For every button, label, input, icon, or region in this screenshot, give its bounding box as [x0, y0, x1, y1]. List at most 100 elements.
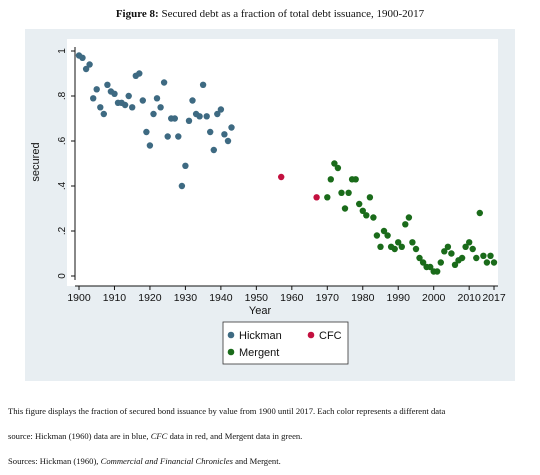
caption-line-2-end: data in red, and Mergent data in green. [167, 431, 303, 441]
x-tick-label: 1960 [280, 292, 304, 304]
legend-marker-mergent [227, 348, 235, 356]
caption-sources-end: and Mergent. [232, 456, 281, 466]
x-tick-label: 1930 [174, 292, 198, 304]
y-tick-label: 1 [57, 48, 68, 54]
figure-title-text: Secured debt as a fraction of total debt… [161, 8, 425, 20]
x-tick-label: 1920 [138, 292, 162, 304]
y-tick-label: .4 [57, 181, 68, 190]
legend-label-hickman: Hickman [239, 330, 282, 342]
point-mergent [444, 243, 452, 250]
point-mergent [377, 243, 384, 250]
x-tick-label: 2017 [482, 292, 506, 304]
point-hickman [207, 128, 214, 136]
point-mergent [427, 263, 434, 271]
figure-title: Figure 8: Secured debt as a fraction of … [0, 8, 540, 20]
point-mergent [366, 194, 374, 201]
point-mergent [490, 259, 498, 266]
caption-sources-start: Sources: Hickman (1960), [8, 456, 101, 466]
point-hickman [93, 86, 100, 93]
data-points [75, 52, 498, 275]
point-mergent [341, 205, 349, 212]
point-mergent [466, 239, 473, 246]
y-tick-label: 0 [57, 273, 68, 279]
point-mergent [363, 212, 370, 219]
legend-marker-cfc [307, 331, 315, 339]
point-mergent [483, 259, 491, 266]
point-mergent [405, 214, 413, 221]
point-hickman [196, 113, 203, 120]
point-mergent [324, 194, 331, 201]
x-tick-label: 1970 [316, 292, 340, 304]
point-mergent [480, 252, 487, 259]
point-mergent [487, 252, 494, 259]
point-hickman [210, 146, 217, 154]
point-hickman [90, 95, 97, 102]
point-mergent [419, 259, 427, 266]
point-mergent [402, 221, 409, 228]
point-hickman [228, 124, 235, 131]
point-mergent [437, 259, 444, 266]
x-axis: 1900 1910 1920 1930 1940 1950 1960 1970 1980 1990… [67, 285, 506, 304]
caption-sources-journal: Commercial and Financial Chronicles [100, 456, 233, 466]
point-cfc [278, 173, 285, 181]
legend-marker-hickman [227, 331, 235, 339]
point-hickman [221, 131, 228, 138]
point-hickman [185, 117, 193, 125]
point-mergent [448, 250, 455, 257]
caption-sources: Sources: Hickman (1960), Commercial and … [8, 455, 536, 467]
y-tick-label: .8 [57, 91, 68, 100]
point-hickman [224, 137, 232, 145]
point-mergent [359, 207, 366, 214]
chart-container: 0.2.4.6.8 1 1900 1910 1920 1930 1940 1950 1960 1… [25, 29, 515, 381]
point-hickman [153, 95, 161, 102]
x-tick-label: 1950 [245, 292, 269, 304]
x-tick-label: 1990 [387, 292, 411, 304]
point-hickman [100, 110, 108, 118]
caption-line-2-cfc: CFC [150, 431, 168, 441]
point-mergent [384, 232, 391, 239]
point-hickman [97, 104, 104, 111]
point-hickman [178, 182, 186, 190]
point-hickman [157, 104, 164, 111]
point-mergent [416, 254, 423, 262]
point-hickman [104, 81, 111, 88]
point-mergent [327, 176, 334, 183]
point-mergent [395, 239, 402, 246]
point-mergent [412, 245, 420, 253]
point-hickman [199, 81, 207, 88]
point-hickman [164, 133, 171, 140]
point-mergent [352, 176, 359, 183]
point-mergent [434, 268, 441, 275]
point-mergent [391, 245, 398, 253]
point-mergent [398, 243, 405, 250]
point-mergent [473, 254, 480, 262]
y-tick-label: .6 [57, 136, 68, 145]
caption-line-1: This figure displays the fraction of sec… [8, 406, 446, 416]
point-hickman [146, 142, 154, 149]
point-hickman [171, 115, 178, 122]
plot-area [67, 39, 498, 286]
legend-label-mergent: Mergent [239, 347, 279, 359]
point-hickman [79, 54, 86, 61]
point-mergent [409, 239, 416, 246]
legend: Hickman CFC Mergent [222, 321, 349, 365]
point-cfc [313, 194, 320, 201]
point-mergent [458, 254, 466, 262]
point-mergent [331, 160, 338, 167]
point-mergent [334, 164, 342, 172]
x-tick-label: 1980 [351, 292, 375, 304]
point-hickman [136, 70, 143, 77]
point-hickman [217, 106, 225, 113]
point-mergent [462, 243, 469, 250]
point-hickman [82, 65, 90, 73]
point-hickman [139, 97, 146, 104]
point-hickman [214, 110, 221, 118]
point-hickman [182, 162, 189, 169]
point-mergent [476, 209, 483, 217]
caption-line-2-start: source: Hickman (1960) data are in blue, [8, 431, 151, 441]
y-axis: 0 .2 .4 .6 .8 1 [57, 47, 76, 280]
x-tick-label: 1910 [103, 292, 127, 304]
point-mergent [441, 248, 448, 255]
y-axis-label: secured [30, 142, 42, 181]
point-hickman [125, 92, 132, 100]
